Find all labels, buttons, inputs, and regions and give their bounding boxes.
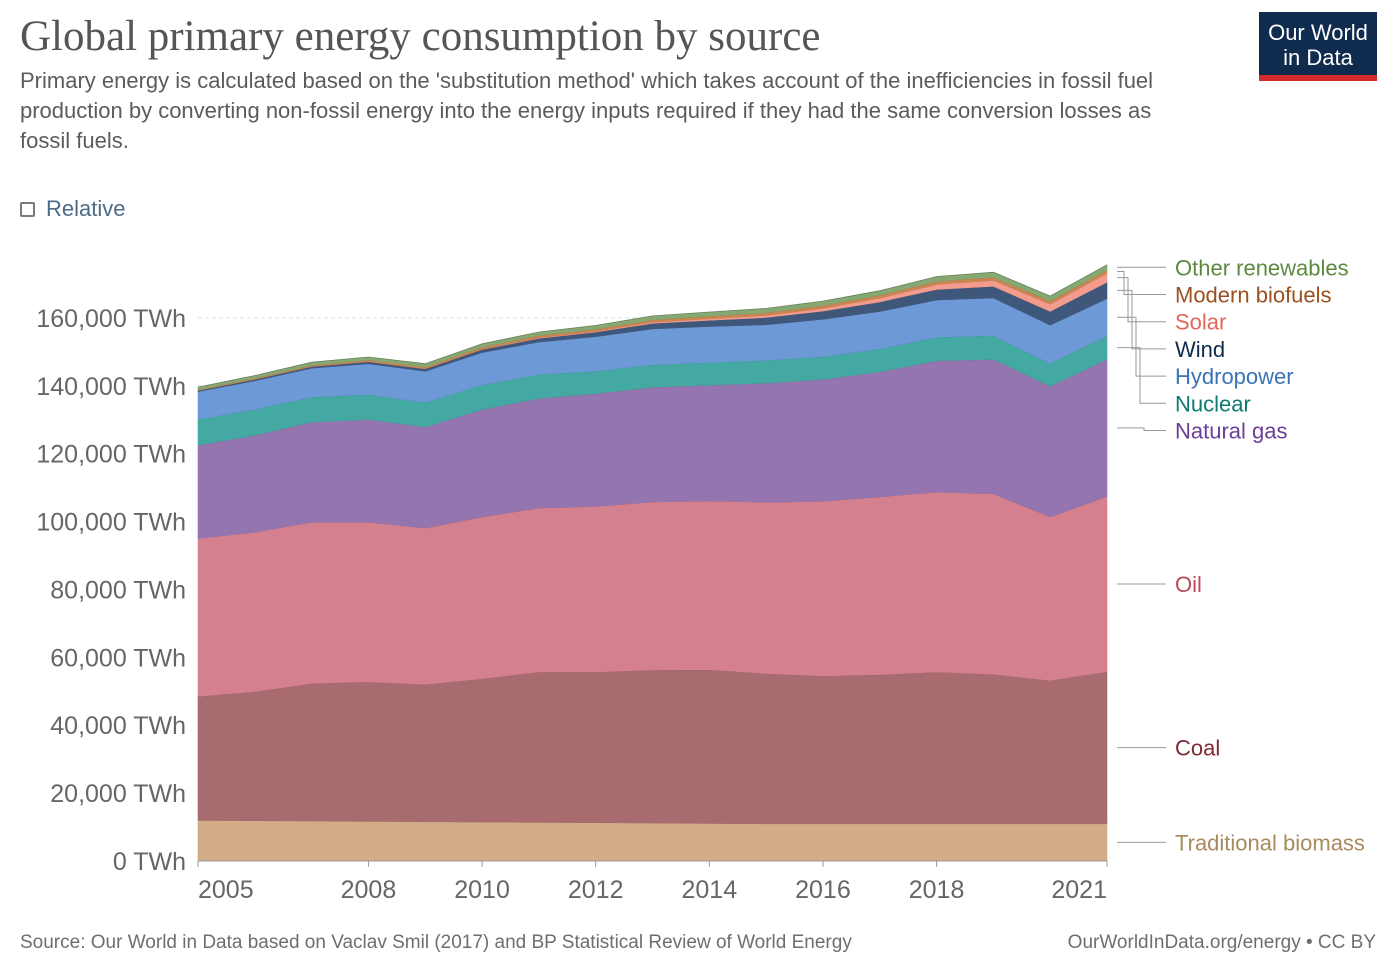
legend-label-oil[interactable]: Oil: [1175, 572, 1202, 597]
relative-label: Relative: [46, 196, 126, 221]
legend-label-coal[interactable]: Coal: [1175, 736, 1220, 761]
area-other-renewables[interactable]: [197, 264, 1108, 391]
chart-title: Global primary energy consumption by sou…: [20, 13, 821, 60]
legend: Traditional biomass Coal Oil Natural gas Nuc…: [1117, 255, 1365, 855]
relative-toggle[interactable]: Relative: [20, 196, 125, 222]
x-tick-label: 2021: [1051, 876, 1107, 904]
y-tick-label: 160,000 TWh: [36, 305, 186, 333]
area-traditional-biomass[interactable]: [197, 819, 1108, 862]
legend-label-other-renewables[interactable]: Other renewables: [1175, 255, 1349, 280]
legend-connector: [1117, 316, 1166, 377]
legend-label-modern-biofuels[interactable]: Modern biofuels: [1175, 283, 1332, 308]
owid-logo[interactable]: Our World in Data: [1259, 12, 1377, 81]
x-tick-label: 2014: [682, 876, 738, 904]
x-tick-label: 2018: [909, 876, 965, 904]
legend-label-solar[interactable]: Solar: [1175, 310, 1226, 335]
area-series: [197, 264, 1108, 862]
area-oil[interactable]: [197, 491, 1108, 697]
area-coal[interactable]: [197, 669, 1108, 824]
credit-link[interactable]: OurWorldInData.org/energy • CC BY: [1067, 932, 1376, 953]
legend-connector: [1117, 270, 1166, 296]
legend-label-nuclear[interactable]: Nuclear: [1175, 391, 1251, 416]
chart-subtitle: Primary energy is calculated based on th…: [20, 68, 1154, 153]
y-tick-label: 120,000 TWh: [36, 441, 186, 469]
y-tick-label: 80,000 TWh: [50, 576, 186, 604]
x-tick-label: 2016: [795, 876, 851, 904]
area-edge: [197, 264, 1108, 388]
legend-connector: [1117, 289, 1166, 350]
y-tick-label: 140,000 TWh: [36, 373, 186, 401]
y-tick-label: 20,000 TWh: [50, 780, 186, 808]
legend-connector: [1117, 277, 1166, 323]
y-tick-label: 40,000 TWh: [50, 712, 186, 740]
y-tick-label: 60,000 TWh: [50, 644, 186, 672]
legend-label-hydropower[interactable]: Hydropower: [1175, 364, 1294, 389]
y-tick-label: 100,000 TWh: [36, 509, 186, 537]
x-tick-label: 2012: [568, 876, 624, 904]
source-note: Source: Our World in Data based on Vacla…: [20, 932, 852, 953]
logo-line-2: in Data: [1283, 45, 1353, 70]
legend-label-wind[interactable]: Wind: [1175, 337, 1225, 362]
y-tick-label: 0 TWh: [113, 848, 186, 876]
logo-line-1: Our World: [1268, 20, 1368, 45]
relative-checkbox[interactable]: [20, 201, 35, 217]
legend-connector: [1117, 347, 1166, 404]
x-tick-label: 2008: [341, 876, 397, 904]
axes: 0 TWh 20,000 TWh 40,000 TWh 60,000 TWh 80,00…: [36, 305, 1108, 904]
legend-label-natural-gas[interactable]: Natural gas: [1175, 419, 1288, 444]
x-tick-label: 2005: [198, 876, 254, 904]
legend-label-traditional-biomass[interactable]: Traditional biomass: [1175, 830, 1365, 855]
legend-connector: [1117, 427, 1166, 432]
x-tick-label: 2010: [454, 876, 510, 904]
